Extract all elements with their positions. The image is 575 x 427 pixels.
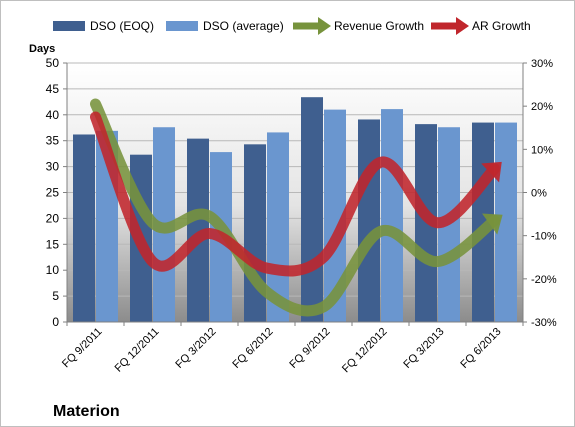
y-tick-label: 0 <box>52 315 59 329</box>
arrowhead-revenue-growth <box>482 213 503 235</box>
x-tick-label: FQ 6/2012 <box>230 326 275 371</box>
y-tick-label: 10 <box>46 263 60 277</box>
legend-label-dso-eoq: DSO (EOQ) <box>90 19 154 33</box>
bar-dso-eoq <box>73 134 95 322</box>
y-tick-label: 30 <box>46 160 60 174</box>
company-label: Materion <box>53 403 120 420</box>
y2-tick-label: -20% <box>531 274 557 286</box>
x-tick-label: FQ 12/2012 <box>340 326 390 376</box>
bar-dso-average <box>324 109 346 323</box>
y2-tick-label: -30% <box>531 317 557 329</box>
growth-lines <box>90 98 503 317</box>
arrowhead-ar-growth <box>481 161 502 183</box>
bar-dso-eoq <box>415 124 437 323</box>
legend-label-revenue-growth: Revenue Growth <box>334 19 424 33</box>
y-tick-label: 5 <box>52 289 59 303</box>
bar-dso-eoq <box>187 138 209 322</box>
y2-tick-label: 30% <box>531 58 553 70</box>
bar-dso-eoq <box>301 97 323 322</box>
y-axis-title: Days <box>29 43 55 55</box>
y2-tick-label: 0% <box>531 188 547 200</box>
x-tick-label: FQ 6/2013 <box>458 326 503 371</box>
y-tick-label: 40 <box>46 108 60 122</box>
line-revenue-growth <box>90 98 500 317</box>
x-tick-label: FQ 9/2011 <box>60 326 105 371</box>
y-tick-label: 15 <box>46 237 60 251</box>
axes <box>63 62 527 326</box>
y2-tick-label: 10% <box>531 144 553 156</box>
bar-dso-average <box>495 122 517 322</box>
y-tick-label: 20 <box>46 211 60 225</box>
y-tick-label: 50 <box>46 56 60 70</box>
y-tick-label: 45 <box>46 82 60 96</box>
bar-dso-average <box>381 109 403 323</box>
legend: DSO (EOQ) DSO (average) Revenue Growth AR G… <box>53 17 531 35</box>
x-tick-label: FQ 3/2012 <box>173 326 218 371</box>
legend-swatch-dso-eoq <box>53 21 85 31</box>
y-tick-label: 25 <box>46 186 60 200</box>
legend-label-dso-average: DSO (average) <box>203 19 284 33</box>
bar-dso-eoq <box>358 119 380 322</box>
y-tick-label: 35 <box>46 134 60 148</box>
x-tick-label: FQ 3/2013 <box>401 326 446 371</box>
legend-arrow-ar-growth <box>456 17 469 35</box>
legend-swatch-dso-average <box>166 21 198 31</box>
y2-tick-label: -10% <box>531 231 557 243</box>
y2-tick-label: 20% <box>531 101 553 113</box>
legend-arrow-revenue-growth <box>318 17 331 35</box>
x-tick-label: FQ 12/2011 <box>113 326 162 375</box>
line-ar-growth <box>90 111 500 277</box>
legend-label-ar-growth: AR Growth <box>472 19 531 33</box>
x-tick-label: FQ 9/2012 <box>287 326 332 371</box>
